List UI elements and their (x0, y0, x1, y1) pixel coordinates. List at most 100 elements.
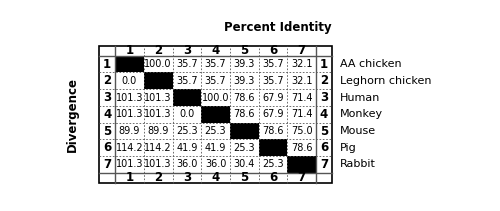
Text: Mouse: Mouse (340, 126, 376, 136)
Text: Leghorn chicken: Leghorn chicken (340, 76, 431, 86)
Text: 1: 1 (126, 171, 134, 184)
Bar (100, 89, 115, 106)
Bar (230, 173, 258, 183)
Bar (258, 139, 288, 156)
Text: 32.1: 32.1 (291, 59, 312, 69)
Bar (115, 173, 144, 183)
Bar (316, 106, 332, 123)
Text: Human: Human (340, 93, 380, 103)
Bar (288, 173, 316, 183)
Text: 3: 3 (183, 44, 191, 57)
Bar (100, 46, 332, 183)
Text: 89.9: 89.9 (148, 126, 169, 136)
Bar (201, 46, 230, 56)
Bar (288, 89, 316, 106)
Text: 25.3: 25.3 (205, 126, 227, 136)
Text: 3: 3 (103, 91, 112, 104)
Text: 25.3: 25.3 (176, 126, 198, 136)
Text: 6: 6 (269, 44, 277, 57)
Text: 78.6: 78.6 (262, 126, 283, 136)
Bar (172, 106, 201, 123)
Text: 78.6: 78.6 (234, 93, 255, 103)
Bar (172, 139, 201, 156)
Bar (316, 72, 332, 89)
Bar (230, 106, 258, 123)
Text: 6: 6 (269, 171, 277, 184)
Text: 39.3: 39.3 (234, 59, 255, 69)
Bar (288, 56, 316, 72)
Text: 100.0: 100.0 (202, 93, 230, 103)
Text: 78.6: 78.6 (291, 143, 312, 153)
Bar (258, 72, 288, 89)
Text: 6: 6 (103, 141, 112, 154)
Bar (100, 139, 115, 156)
Text: AA chicken: AA chicken (340, 59, 401, 69)
Bar (316, 56, 332, 72)
Bar (100, 46, 115, 56)
Text: 32.1: 32.1 (291, 76, 312, 86)
Bar (201, 56, 230, 72)
Bar (201, 156, 230, 173)
Bar (288, 46, 316, 56)
Bar (172, 156, 201, 173)
Bar (144, 173, 172, 183)
Text: 25.3: 25.3 (234, 143, 255, 153)
Bar (144, 89, 172, 106)
Text: 2: 2 (320, 74, 328, 87)
Text: 2: 2 (154, 44, 162, 57)
Text: 3: 3 (320, 91, 328, 104)
Text: 36.0: 36.0 (176, 160, 198, 169)
Bar (201, 173, 230, 183)
Bar (172, 123, 201, 139)
Text: 101.3: 101.3 (144, 160, 172, 169)
Bar (100, 106, 115, 123)
Text: 35.7: 35.7 (262, 76, 284, 86)
Bar (172, 46, 201, 56)
Bar (288, 139, 316, 156)
Text: 67.9: 67.9 (262, 93, 283, 103)
Text: 75.0: 75.0 (291, 126, 312, 136)
Bar (230, 123, 258, 139)
Text: 114.2: 114.2 (116, 143, 143, 153)
Bar (316, 173, 332, 183)
Bar (144, 46, 172, 56)
Text: Pig: Pig (340, 143, 356, 153)
Text: Divergence: Divergence (66, 77, 78, 152)
Bar (115, 123, 144, 139)
Text: 71.4: 71.4 (291, 109, 312, 119)
Text: 7: 7 (298, 171, 306, 184)
Text: 7: 7 (320, 158, 328, 171)
Bar (144, 106, 172, 123)
Text: 100.0: 100.0 (144, 59, 172, 69)
Bar (144, 123, 172, 139)
Bar (316, 89, 332, 106)
Text: 67.9: 67.9 (262, 109, 283, 119)
Bar (100, 173, 115, 183)
Text: Monkey: Monkey (340, 109, 382, 119)
Bar (172, 89, 201, 106)
Bar (201, 106, 230, 123)
Bar (258, 56, 288, 72)
Bar (115, 72, 144, 89)
Text: 5: 5 (240, 171, 248, 184)
Text: 35.7: 35.7 (176, 76, 198, 86)
Bar (115, 56, 144, 72)
Text: 71.4: 71.4 (291, 93, 312, 103)
Bar (172, 56, 201, 72)
Text: 78.6: 78.6 (234, 109, 255, 119)
Bar (230, 56, 258, 72)
Text: Rabbit: Rabbit (340, 160, 376, 169)
Text: 5: 5 (103, 124, 112, 138)
Text: 2: 2 (154, 171, 162, 184)
Text: 1: 1 (320, 58, 328, 70)
Text: 41.9: 41.9 (205, 143, 226, 153)
Bar (288, 156, 316, 173)
Bar (100, 56, 115, 72)
Text: 1: 1 (103, 58, 112, 70)
Text: 89.9: 89.9 (119, 126, 140, 136)
Text: 101.3: 101.3 (116, 109, 143, 119)
Text: 35.7: 35.7 (205, 59, 227, 69)
Text: 36.0: 36.0 (205, 160, 226, 169)
Text: 5: 5 (320, 124, 328, 138)
Text: 39.3: 39.3 (234, 76, 255, 86)
